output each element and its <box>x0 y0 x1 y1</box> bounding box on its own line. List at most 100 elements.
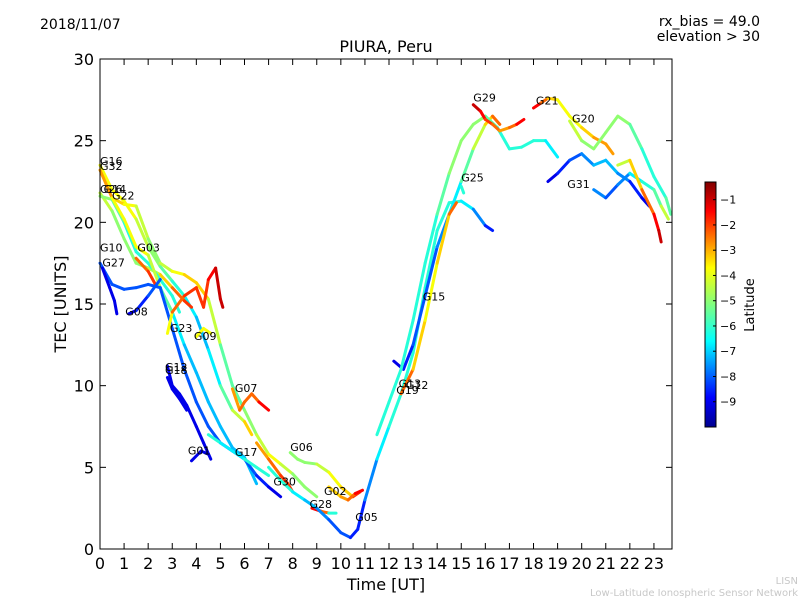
trace-g32 <box>98 168 319 499</box>
trace-segment <box>459 199 475 211</box>
trace-segment <box>230 387 242 412</box>
trace-segment <box>112 299 119 316</box>
satellite-label: G26 <box>100 183 123 196</box>
chart-title: PIURA, Peru <box>339 37 433 56</box>
trace-segment <box>652 175 668 200</box>
rx-bias-label: rx_bias = 49.0 <box>658 14 760 30</box>
trace-segment <box>158 273 174 290</box>
trace-segment <box>267 485 283 499</box>
trace-segment <box>98 163 114 192</box>
trace-segment <box>339 485 355 499</box>
trace-segment <box>435 201 451 232</box>
network-name: Low-Latitude Ionospheric Sensor Network <box>590 588 798 599</box>
trace-segment <box>483 224 495 232</box>
trace-segment <box>267 452 283 466</box>
trace-segment <box>170 327 186 371</box>
satellite-label: G30 <box>273 475 296 488</box>
trace-segment <box>255 474 271 489</box>
trace-segment <box>652 212 661 232</box>
trace-segment <box>230 408 247 424</box>
trace-segment <box>479 109 487 121</box>
x-tick-label: 5 <box>215 554 225 573</box>
x-tick-label: 6 <box>239 554 249 573</box>
trace-segment <box>170 269 186 277</box>
x-tick-label: 15 <box>451 554 471 573</box>
trace-segment <box>267 465 283 482</box>
trace-segment <box>122 237 138 265</box>
trace-segment <box>177 392 189 407</box>
trace-segment <box>491 114 502 126</box>
satellite-label: G12 <box>165 361 188 374</box>
trace-segment <box>303 485 319 499</box>
trace-segment <box>279 462 295 476</box>
trace-segment <box>199 449 210 456</box>
trace-segment <box>185 403 198 428</box>
trace-segment <box>110 188 126 203</box>
x-tick-label: 19 <box>547 554 567 573</box>
trace-segment <box>459 122 475 143</box>
trace-segment <box>170 384 181 396</box>
trace-segment <box>640 188 656 216</box>
colorbar-tick-label: −1 <box>720 194 736 207</box>
trace-segment <box>206 348 222 388</box>
trace-segment <box>230 446 247 460</box>
trace-segment <box>580 139 596 151</box>
satellite-label: G09 <box>194 330 217 343</box>
trace-segment <box>640 180 656 192</box>
x-tick-label: 2 <box>143 554 153 573</box>
satellite-label: G05 <box>355 511 378 524</box>
trace-segment <box>628 158 644 192</box>
trace-segment <box>279 478 295 494</box>
trace-segment <box>568 119 584 143</box>
trace-segment <box>182 367 198 404</box>
x-tick-label: 21 <box>596 554 616 573</box>
satellite-label: G29 <box>473 91 496 104</box>
trace-segment <box>447 201 458 216</box>
trace-segment <box>165 310 174 335</box>
y-axis: 0 5 10 15 20 25 30 <box>74 50 672 559</box>
trace-segment <box>288 451 299 461</box>
x-tick-label: 22 <box>620 554 640 573</box>
trace-segment <box>657 229 663 244</box>
trace-segment <box>134 282 150 290</box>
trace-segment <box>616 171 632 187</box>
trace-segment <box>435 212 451 265</box>
colorbar-label: Latitude <box>743 278 758 332</box>
colorbar-tick-label: −8 <box>720 370 736 383</box>
satellite-label: G20 <box>572 113 595 126</box>
trace-segment <box>423 245 439 298</box>
y-tick-label: 10 <box>74 377 94 396</box>
trace-segment <box>291 472 307 489</box>
trace-g05 <box>267 199 495 540</box>
trace-segment <box>146 245 162 268</box>
trace-segment <box>640 147 656 179</box>
trace-segment <box>218 297 225 309</box>
trace-segment <box>194 286 206 309</box>
trace-segment <box>170 279 186 298</box>
date-label: 2018/11/07 <box>40 17 121 33</box>
trace-segment <box>238 400 247 412</box>
trace-segment <box>170 310 186 347</box>
trace-segment <box>315 506 331 522</box>
trace-g20 <box>568 114 673 216</box>
trace-segment <box>327 485 343 499</box>
trace-g24 <box>592 171 670 221</box>
satellite-traces <box>98 96 673 540</box>
trace-segment <box>218 425 234 450</box>
colorbar-tick-label: −9 <box>720 396 736 409</box>
trace-segment <box>218 343 234 388</box>
trace-g12 <box>165 364 213 461</box>
trace-segment <box>353 488 365 495</box>
trace-g09 <box>194 327 213 339</box>
satellite-label: G32 <box>100 160 123 173</box>
trace-segment <box>158 261 174 273</box>
x-tick-label: 20 <box>572 554 592 573</box>
trace-segment <box>202 441 213 461</box>
trace-segment <box>291 490 307 502</box>
satellite-label: G12 <box>406 379 429 392</box>
y-tick-label: 20 <box>74 213 94 232</box>
trace-segment <box>348 527 360 540</box>
trace-segment <box>616 158 632 167</box>
trace-segment <box>471 122 487 151</box>
